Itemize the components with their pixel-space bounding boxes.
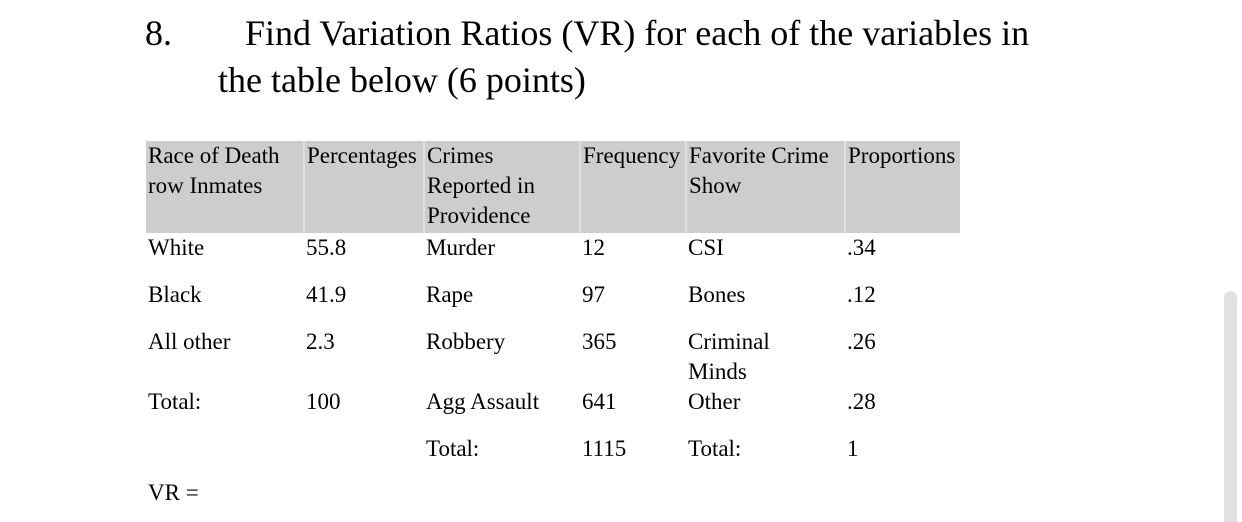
table-cell: 100 bbox=[306, 389, 341, 414]
table-cell: Black bbox=[148, 282, 202, 307]
table-row: Total: 1115 Total: 1 bbox=[146, 434, 960, 481]
column-header-proportions: Proportions bbox=[844, 141, 960, 233]
table-cell: .28 bbox=[847, 389, 876, 414]
table-cell: 1115 bbox=[582, 436, 627, 461]
question-line-1: 8. Find Variation Ratios (VR) for each of… bbox=[145, 10, 1029, 57]
table-cell: Total: bbox=[688, 436, 742, 461]
column-header-show: Favorite Crime Show bbox=[685, 141, 845, 233]
column-header-percentages: Percentages bbox=[303, 141, 424, 233]
table-cell: Robbery bbox=[426, 329, 506, 354]
table-cell: 2.3 bbox=[306, 329, 335, 354]
question-text-line2: the table below (6 points) bbox=[218, 60, 586, 100]
table-cell: 641 bbox=[582, 389, 617, 414]
question-block: 8. Find Variation Ratios (VR) for each of… bbox=[145, 10, 1029, 104]
table-cell: Total: bbox=[426, 436, 480, 461]
table-cell: .12 bbox=[847, 282, 876, 307]
table-row: White 55.8 Murder 12 CSI .34 bbox=[146, 233, 960, 280]
table-cell: Other bbox=[688, 389, 741, 414]
vertical-scrollbar-thumb[interactable] bbox=[1224, 291, 1237, 522]
table-cell: 41.9 bbox=[306, 282, 347, 307]
table-cell: Agg Assault bbox=[426, 389, 540, 414]
table-cell: 1 bbox=[847, 436, 859, 461]
table-header-row: Race of Death row Inmates Percentages Cr… bbox=[146, 141, 960, 233]
table-row: Total: 100 Agg Assault 641 Other .28 bbox=[146, 387, 960, 434]
table-cell: Rape bbox=[426, 282, 474, 307]
column-header-frequency: Frequency bbox=[579, 141, 686, 233]
table-cell: 12 bbox=[582, 235, 605, 260]
question-number: 8. bbox=[145, 13, 172, 53]
table-cell: .34 bbox=[847, 235, 876, 260]
table-cell bbox=[304, 434, 424, 481]
data-table: Race of Death row Inmates Percentages Cr… bbox=[146, 141, 960, 481]
column-header-race: Race of Death row Inmates bbox=[146, 141, 304, 233]
table-row: Black 41.9 Rape 97 Bones .12 bbox=[146, 280, 960, 327]
table-cell: CSI bbox=[688, 235, 724, 260]
table-cell: Criminal Minds bbox=[688, 329, 770, 384]
table-cell: Total: bbox=[148, 389, 202, 414]
table-cell: 97 bbox=[582, 282, 605, 307]
vr-label: VR = bbox=[148, 480, 199, 505]
table-cell: 365 bbox=[582, 329, 617, 354]
table-cell: White bbox=[148, 235, 205, 260]
table-row: All other 2.3 Robbery 365 Criminal Minds… bbox=[146, 327, 960, 387]
table-cell: Murder bbox=[426, 235, 495, 260]
table-cell: .26 bbox=[847, 329, 876, 354]
table-cell bbox=[146, 434, 304, 481]
column-header-crimes: Crimes Reported in Providence bbox=[423, 141, 580, 233]
table-cell: All other bbox=[148, 329, 231, 354]
table-cell: Bones bbox=[688, 282, 746, 307]
table-cell: 55.8 bbox=[306, 235, 347, 260]
question-text-line1: Find Variation Ratios (VR) for each of t… bbox=[245, 13, 1030, 53]
